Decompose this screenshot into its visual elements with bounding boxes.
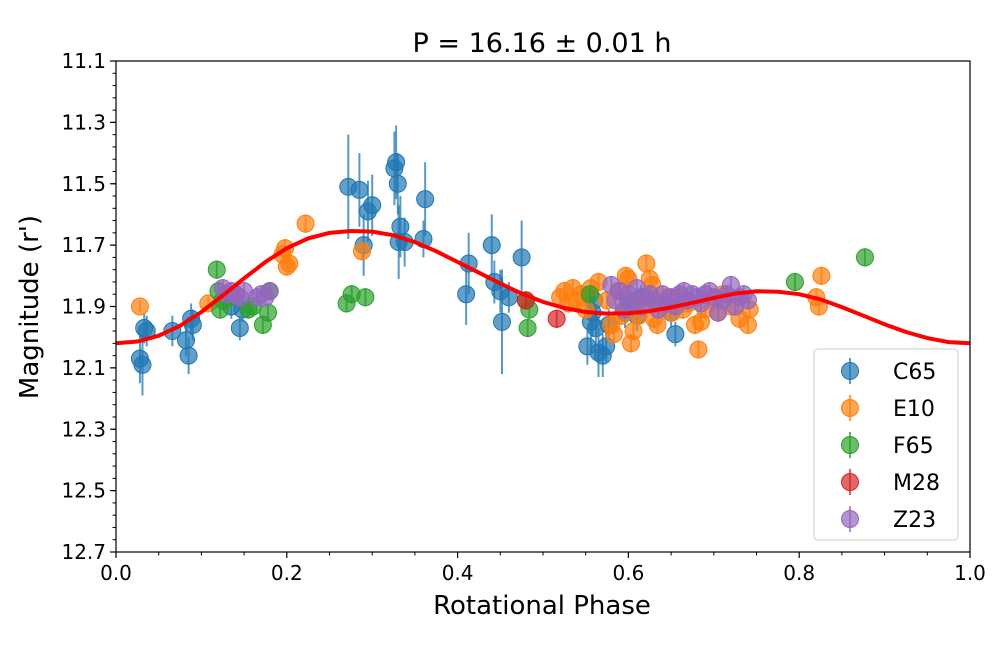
x-axis-title: Rotational Phase <box>433 591 651 621</box>
y-tick-label: 12.7 <box>61 540 106 564</box>
data-point <box>356 288 375 307</box>
y-axis-title: Magnitude (r') <box>15 215 45 399</box>
data-point <box>648 315 667 334</box>
data-point <box>689 340 708 359</box>
data-point <box>812 266 831 285</box>
data-point <box>133 355 152 374</box>
data-point <box>260 282 279 301</box>
legend-label: C65 <box>893 360 936 385</box>
data-point <box>512 248 531 267</box>
legend-marker <box>841 399 859 417</box>
data-point <box>518 318 537 337</box>
y-tick-label: 11.7 <box>61 233 106 257</box>
data-point <box>230 318 249 337</box>
data-point <box>259 303 278 322</box>
y-tick-label: 12.3 <box>61 417 106 441</box>
y-tick-label: 11.9 <box>61 295 106 319</box>
data-point <box>604 325 623 344</box>
data-point <box>547 309 566 328</box>
legend-marker <box>841 362 859 380</box>
x-tick-label: 1.0 <box>954 561 986 585</box>
legend-label: M28 <box>893 471 940 496</box>
y-tick-label: 12.5 <box>61 479 106 503</box>
data-point <box>416 190 435 209</box>
data-point <box>738 315 757 334</box>
x-tick-label: 0.8 <box>783 561 815 585</box>
y-tick-label: 11.1 <box>61 49 106 73</box>
data-point <box>179 346 198 365</box>
x-tick-label: 0.4 <box>442 561 474 585</box>
data-point <box>387 153 406 172</box>
data-point <box>280 254 299 273</box>
data-point <box>855 248 874 267</box>
legend-marker <box>841 473 859 491</box>
data-point <box>493 312 512 331</box>
legend-marker <box>841 510 859 528</box>
legend: C65 E10 F65 M28 Z23 <box>813 348 959 541</box>
data-point <box>457 285 476 304</box>
x-tick-label: 0.2 <box>271 561 303 585</box>
x-tick-label: 0.0 <box>100 561 132 585</box>
data-point <box>785 272 804 291</box>
legend-marker <box>841 436 859 454</box>
axes: 0.0 0.2 0.4 0.6 0.8 1.0 11.1 11.3 11.5 11.7 11.9 12… <box>61 49 985 585</box>
data-point <box>666 325 685 344</box>
data-point <box>207 260 226 279</box>
y-tick-label: 11.3 <box>61 110 106 134</box>
legend-label: F65 <box>893 434 934 459</box>
legend-label: E10 <box>893 397 935 422</box>
data-point <box>296 214 315 233</box>
x-tick-label: 0.6 <box>612 561 644 585</box>
data-point <box>388 174 407 193</box>
data-point <box>580 285 599 304</box>
legend-label: Z23 <box>893 508 936 533</box>
y-tick-label: 12.1 <box>61 356 106 380</box>
plot-area <box>116 125 970 396</box>
data-point <box>637 254 656 273</box>
fit-curve <box>116 228 970 346</box>
data-point <box>624 322 643 341</box>
legend-box <box>813 348 959 541</box>
data-point <box>350 180 369 199</box>
data-point <box>352 242 371 261</box>
series-c65 <box>130 125 685 396</box>
data-point <box>482 236 501 255</box>
data-point <box>363 196 382 215</box>
data-point <box>391 217 410 236</box>
y-tick-label: 11.5 <box>61 172 106 196</box>
chart-title: P = 16.16 ± 0.01 h <box>413 28 672 59</box>
data-point <box>130 297 149 316</box>
